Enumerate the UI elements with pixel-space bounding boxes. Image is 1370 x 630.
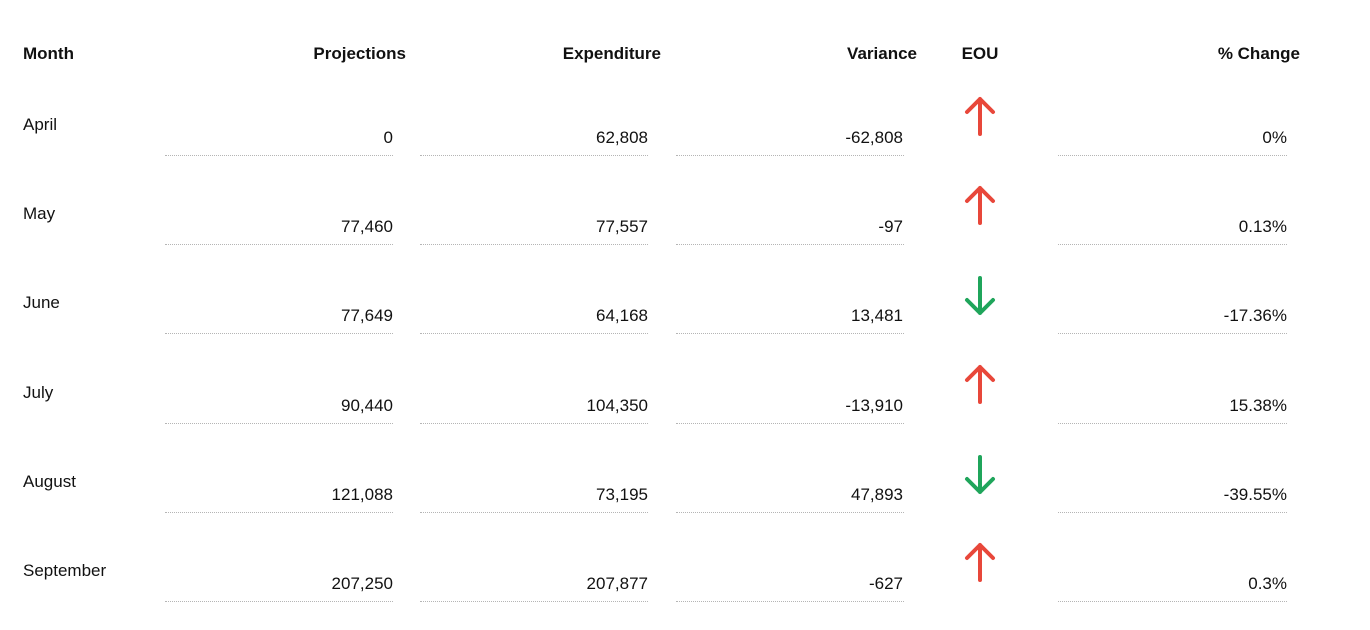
- pct-change-cell: 0%: [1262, 128, 1287, 147]
- header-variance: Variance: [847, 44, 917, 63]
- row-divider: [165, 601, 393, 602]
- arrow-up-icon: [962, 541, 998, 585]
- row-divider: [165, 155, 393, 156]
- row-divider: [1058, 333, 1287, 335]
- row-divider: [676, 511, 904, 513]
- row-divider: [1058, 155, 1287, 156]
- month-cell: May: [23, 204, 56, 224]
- pct-change-cell: -17.36%: [1223, 306, 1287, 326]
- row-divider: [676, 244, 904, 246]
- row-divider: [420, 601, 648, 602]
- arrow-up-icon: [962, 95, 998, 139]
- row-divider: [165, 333, 393, 335]
- row-divider: [420, 155, 648, 156]
- pct-change-cell: 15.38%: [1229, 395, 1287, 415]
- row-divider: [676, 601, 904, 602]
- header-expenditure: Expenditure: [562, 44, 661, 63]
- row-divider: [420, 333, 648, 335]
- header-month: Month: [23, 44, 74, 63]
- pct-change-cell: 0.3%: [1248, 574, 1287, 593]
- row-divider: [676, 333, 904, 335]
- variance-cell: -97: [878, 217, 903, 237]
- table-row: September 207,250 207,877 -627 0.3%: [0, 537, 1370, 626]
- projections-cell: 77,460: [341, 217, 393, 237]
- expenditure-cell: 207,877: [586, 574, 648, 593]
- variance-cell: -627: [868, 574, 903, 593]
- arrow-down-icon: [962, 273, 998, 317]
- arrow-up-icon: [962, 184, 998, 228]
- row-divider: [420, 511, 648, 513]
- pct-change-cell: 0.13%: [1238, 217, 1287, 237]
- row-divider: [165, 422, 393, 424]
- row-divider: [676, 422, 904, 424]
- expenditure-cell: 104,350: [586, 395, 648, 415]
- month-cell: August: [23, 471, 76, 491]
- variance-cell: -13,910: [845, 395, 903, 415]
- table-row: May 77,460 77,557 -97 0.13%: [0, 180, 1370, 269]
- expenditure-cell: 64,168: [596, 306, 648, 326]
- expenditure-cell: 77,557: [596, 217, 648, 237]
- table-header: Month Projections Expenditure Variance E…: [0, 0, 1370, 108]
- row-divider: [676, 155, 904, 156]
- month-cell: September: [23, 561, 107, 580]
- month-cell: June: [23, 293, 60, 313]
- projections-cell: 207,250: [331, 574, 393, 593]
- arrow-down-icon: [962, 452, 998, 496]
- expenditure-cell: 62,808: [596, 128, 648, 147]
- month-cell: July: [23, 382, 54, 402]
- month-cell: April: [23, 115, 58, 134]
- header-projections: Projections: [313, 44, 406, 63]
- arrow-up-icon: [962, 363, 998, 407]
- table-row: June 77,649 64,168 13,481 -17.36%: [0, 269, 1370, 358]
- row-divider: [420, 422, 648, 424]
- pct-change-cell: -39.55%: [1223, 484, 1287, 504]
- row-divider: [165, 244, 393, 246]
- row-divider: [1058, 422, 1287, 424]
- variance-cell: 47,893: [851, 484, 903, 504]
- expenditure-cell: 73,195: [596, 484, 648, 504]
- table-row: April 0 62,808 -62,808 0%: [0, 91, 1370, 180]
- table-row: August 121,088 73,195 47,893 -39.55%: [0, 448, 1370, 537]
- row-divider: [1058, 601, 1287, 602]
- projections-cell: 121,088: [331, 484, 393, 504]
- projections-cell: 0: [383, 128, 393, 147]
- row-divider: [1058, 244, 1287, 246]
- header-eou: EOU: [961, 44, 999, 63]
- variance-cell: 13,481: [851, 306, 903, 326]
- projections-cell: 90,440: [341, 395, 393, 415]
- row-divider: [165, 511, 393, 513]
- variance-cell: -62,808: [845, 128, 903, 147]
- row-divider: [1058, 511, 1287, 513]
- projections-cell: 77,649: [341, 306, 393, 326]
- table-row: July 90,440 104,350 -13,910 15.38%: [0, 359, 1370, 448]
- header-pct-change: % Change: [1217, 44, 1300, 63]
- row-divider: [420, 244, 648, 246]
